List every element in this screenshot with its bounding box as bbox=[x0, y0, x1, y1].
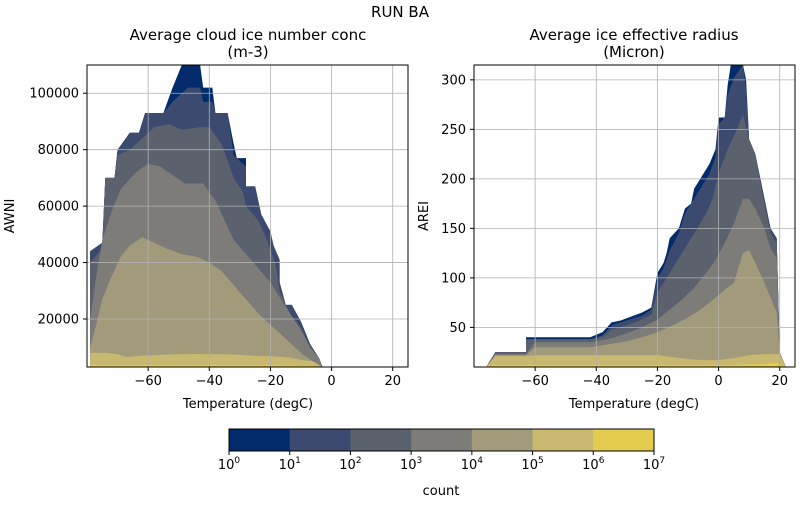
y-tick-label: 200 bbox=[441, 172, 466, 187]
y-tick-label: 250 bbox=[441, 123, 466, 138]
contour-band-5 bbox=[486, 354, 786, 367]
panel-awni-title-line2: (m-3) bbox=[227, 43, 268, 61]
panel-awni-ylabel: AWNI bbox=[3, 199, 18, 234]
colorbar-frame bbox=[228, 428, 655, 452]
colorbar-swatch-0 bbox=[229, 429, 291, 451]
colorbar: count 100 101 102 103 104 105 106 107 bbox=[218, 428, 665, 499]
x-tick-label: −20 bbox=[644, 374, 671, 389]
colorbar-tick-label: 103 bbox=[400, 456, 422, 473]
x-tick-label: −40 bbox=[583, 374, 610, 389]
plot-frame bbox=[473, 64, 796, 368]
y-tick-label: 300 bbox=[441, 73, 466, 88]
x-tick-label: 20 bbox=[384, 374, 401, 389]
x-tick-label: 20 bbox=[771, 374, 788, 389]
colorbar-tick-label: 107 bbox=[643, 456, 665, 473]
colorbar-label: count bbox=[423, 484, 460, 499]
contour-fills bbox=[90, 65, 323, 367]
colorbar-swatch-5 bbox=[532, 429, 594, 451]
x-tick-label: −60 bbox=[521, 374, 548, 389]
colorbar-tick-label: 105 bbox=[521, 456, 543, 473]
panel-awni: Average cloud ice number conc (m-3) Temp… bbox=[3, 26, 409, 412]
y-tick-label: 80000 bbox=[38, 143, 79, 158]
x-tick-label: −20 bbox=[257, 374, 284, 389]
colorbar-tick-label: 102 bbox=[339, 456, 361, 473]
colorbar-swatch-4 bbox=[471, 429, 534, 451]
colorbar-tick-label: 104 bbox=[461, 456, 484, 473]
x-tick-label: 0 bbox=[714, 374, 722, 389]
contour-band-4 bbox=[486, 250, 786, 367]
y-tick-label: 150 bbox=[441, 222, 466, 237]
x-tick-label: −60 bbox=[134, 374, 161, 389]
contour-fills bbox=[486, 65, 786, 367]
panel-awni-title-line1: Average cloud ice number conc bbox=[130, 26, 367, 44]
panel-arei-title-line1: Average ice effective radius bbox=[529, 26, 738, 44]
panel-arei: Average ice effective radius (Micron) Te… bbox=[417, 26, 796, 412]
x-tick-label: −40 bbox=[196, 374, 223, 389]
colorbar-swatch-3 bbox=[411, 429, 473, 451]
y-tick-label: 40000 bbox=[38, 256, 79, 271]
colorbar-tick-label: 100 bbox=[218, 456, 241, 473]
plot-frame bbox=[86, 64, 409, 368]
colorbar-tick-label: 101 bbox=[279, 456, 301, 473]
colorbar-swatch-1 bbox=[289, 429, 351, 451]
panel-arei-ylabel: AREI bbox=[417, 201, 432, 231]
colorbar-swatch-6 bbox=[593, 429, 655, 451]
panel-awni-xlabel: Temperature (degC) bbox=[182, 397, 313, 412]
colorbar-tick-label: 106 bbox=[582, 456, 605, 473]
figure-title: RUN BA bbox=[371, 3, 430, 21]
panel-arei-xlabel: Temperature (degC) bbox=[568, 397, 699, 412]
y-tick-label: 100000 bbox=[29, 87, 79, 102]
y-tick-label: 60000 bbox=[38, 200, 79, 215]
colorbar-swatch-2 bbox=[350, 429, 412, 451]
panel-arei-title-line2: (Micron) bbox=[603, 43, 665, 61]
x-tick-label: 0 bbox=[327, 374, 335, 389]
contour-band-6 bbox=[486, 363, 786, 367]
y-tick-label: 50 bbox=[449, 321, 466, 336]
y-tick-label: 100 bbox=[441, 271, 466, 286]
y-tick-label: 20000 bbox=[38, 313, 79, 328]
